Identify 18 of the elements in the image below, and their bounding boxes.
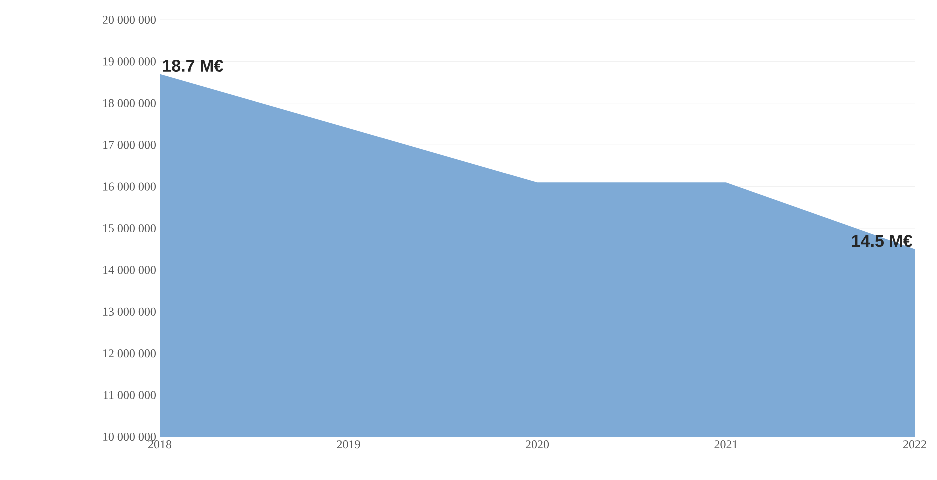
x-tick-label: 2020 xyxy=(526,440,550,449)
data-label: 14.5 M€ xyxy=(852,235,912,248)
x-tick-label: 2019 xyxy=(337,440,360,449)
x-tick-label: 2021 xyxy=(714,440,738,449)
y-tick-label: 19 000 000 xyxy=(104,58,156,66)
y-tick-label: 13 000 000 xyxy=(104,308,156,316)
x-tick-label: 2018 xyxy=(148,440,172,449)
y-tick-label: 11 000 000 xyxy=(104,391,156,400)
y-tick-label: 10 000 000 xyxy=(104,432,156,442)
y-tick-label: 12 000 000 xyxy=(104,350,156,358)
y-tick-label: 14 000 000 xyxy=(104,266,156,274)
y-tick-label: 20 000 000 xyxy=(103,16,156,24)
y-tick-label: 15 000 000 xyxy=(104,224,156,233)
y-tick-label: 16 000 000 xyxy=(104,182,156,191)
y-tick-label: 17 000 000 xyxy=(104,141,156,150)
x-tick-label: 2022 xyxy=(904,440,926,449)
data-label: 18.7 M€ xyxy=(163,60,224,72)
y-tick-label: 18 000 000 xyxy=(104,99,156,108)
